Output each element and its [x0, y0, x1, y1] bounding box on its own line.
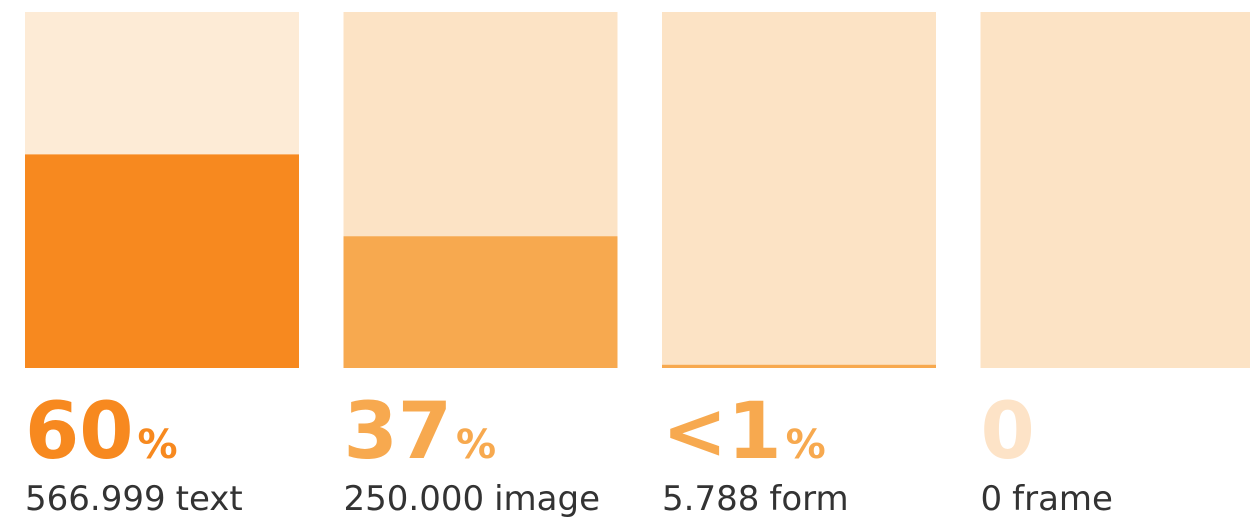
- caption: 0 frame: [981, 479, 1113, 519]
- caption: 5.788 form: [662, 479, 849, 519]
- bar-track: [980, 12, 1250, 368]
- count: 250.000: [344, 479, 485, 519]
- bar: [25, 154, 299, 368]
- value-label: 0: [981, 387, 1035, 477]
- caption: 566.999 text: [25, 479, 243, 519]
- stat-column[interactable]: 37 %250.000 image: [343, 12, 618, 519]
- count: 566.999: [25, 479, 166, 519]
- category: image: [494, 479, 600, 519]
- stat-column[interactable]: 60 %566.999 text: [25, 12, 299, 519]
- stat-column[interactable]: <1 %5.788 form: [662, 12, 936, 519]
- value-label: 37%: [344, 387, 497, 477]
- value-label: 60%: [25, 387, 178, 477]
- bar: [343, 236, 618, 368]
- category: form: [769, 479, 848, 519]
- stat-column[interactable]: 00 frame: [980, 12, 1250, 519]
- category: frame: [1012, 479, 1113, 519]
- caption: 250.000 image: [344, 479, 601, 519]
- category: text: [176, 479, 243, 519]
- count: 5.788: [662, 479, 759, 519]
- count: 0: [981, 479, 1003, 519]
- value-label: <1%: [662, 387, 826, 477]
- bar: [662, 364, 936, 368]
- bar-track: [662, 12, 936, 368]
